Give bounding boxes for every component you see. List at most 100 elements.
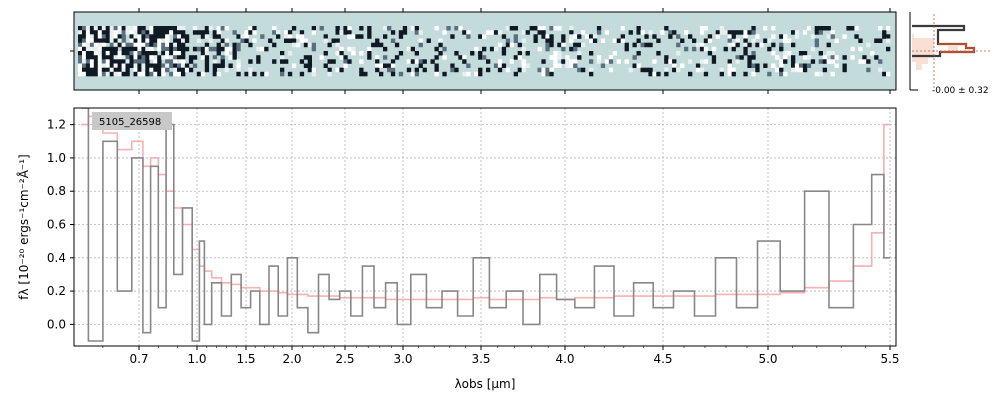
spectrum-2d-pixel [141, 67, 146, 73]
spectrum-2d-pixel [628, 30, 633, 35]
spectrum-2d-pixel [280, 67, 285, 73]
spectrum-2d-pixel [157, 30, 162, 35]
spectrum-2d-pixel [82, 38, 87, 43]
spectrum-2d-pixel [157, 63, 162, 68]
spectrum-2d-pixel [204, 63, 210, 68]
spectrum-2d-pixel [462, 30, 467, 35]
spectrum-2d-pixel [137, 59, 142, 64]
spectrum-2d-pixel [771, 26, 776, 31]
spectrum-2d-pixel [394, 42, 400, 48]
spectrum-2d-pixel [343, 63, 348, 68]
spectrum-2d-pixel [521, 30, 526, 35]
plot-area [74, 108, 896, 346]
spectrum-2d-pixel [699, 26, 705, 31]
spectrum-2d-pixel [489, 30, 495, 35]
spectrum-2d-pixel [541, 71, 546, 77]
spectrum-2d-pixel [117, 42, 122, 48]
spectrum-2d-pixel [735, 38, 740, 43]
spectrum-2d-pixel [117, 34, 122, 39]
spectrum-2d-pixel [359, 26, 364, 31]
spectrum-2d-pixel [284, 30, 289, 35]
x-tick-label: 5.0 [758, 352, 777, 366]
spectrum-2d-pixel [719, 67, 724, 73]
spectrum-2d-pixel [359, 59, 364, 64]
spectrum-2d-pixel [616, 59, 621, 64]
spectrum-2d-pixel [862, 59, 867, 64]
spectrum-2d-pixel [299, 59, 305, 64]
y-tick-label: 0.2 [47, 284, 66, 298]
spectrum-2d-pixel [307, 67, 312, 73]
spectrum-2d-pixel [636, 26, 641, 31]
spectrum-2d-pixel [438, 42, 443, 48]
spectrum-2d-pixel [82, 42, 87, 48]
spectrum-2d-pixel [89, 59, 95, 64]
y-tick-label: 1.0 [47, 151, 66, 165]
spectrum-2d-pixel [430, 59, 435, 64]
spectrum-2d-pixel [751, 26, 756, 31]
spectrum-2d-pixel [78, 55, 83, 60]
spectrum-2d-pixel [307, 59, 312, 64]
spectrum-2d-pixel [735, 59, 740, 64]
spectrum-2d-pixel [82, 67, 87, 73]
spectrum-2d-pixel [133, 51, 138, 56]
spectrum-2d-pixel [695, 67, 701, 73]
spectrum-2d-pixel [545, 42, 550, 48]
spectrum-2d-pixel [569, 59, 574, 64]
spectrum-2d-pixel [648, 42, 653, 48]
spectrum-2d-pixel [105, 67, 110, 73]
spectrum-2d-pixel [561, 34, 566, 39]
spectrum-2d-pixel [228, 46, 233, 52]
spectrum-2d-pixel [596, 30, 602, 35]
spectrum-2d-pixel [216, 63, 221, 68]
spectrum-2d-pixel [438, 38, 443, 43]
spectrum-2d-pixel [557, 55, 562, 60]
spectrum-2d-pixel [117, 26, 122, 31]
spectrum-2d-pixel [109, 34, 114, 39]
spectrum-2d-pixel [307, 42, 312, 48]
spectrum-2d-pixel [173, 67, 178, 73]
spectrum-2d-pixel [153, 42, 158, 48]
x-tick-label: 4.0 [555, 352, 574, 366]
spectrum-2d-pixel [125, 55, 130, 60]
spectrum-2d-pixel [232, 30, 237, 35]
spectrum-2d-pixel [581, 42, 586, 48]
spectrum-2d-pixel [573, 63, 578, 68]
spectrum-2d-pixel [339, 67, 344, 73]
spectrum-2d-pixel [272, 42, 277, 48]
spectrum-2d-pixel [196, 38, 202, 43]
spectrum-2d-pixel [379, 63, 384, 68]
spectrum-2d-pixel [113, 71, 118, 77]
spectrum-2d-pixel [886, 38, 891, 43]
spectrum-2d-pixel [375, 59, 380, 64]
spectrum-2d-pixel [735, 55, 740, 60]
spectrum-2d-pixel [620, 38, 625, 43]
spectrum-2d-pixel [149, 71, 154, 77]
spectrum-2d-pixel [549, 67, 554, 73]
spectrum-2d-pixel [169, 63, 174, 68]
spectrum-2d-pixel [184, 46, 190, 52]
spectrum-2d-pixel [751, 71, 756, 77]
spectrum-2d-pixel [169, 42, 174, 48]
spectrum-2d-pixel [97, 46, 103, 52]
spectrum-2d-pixel [192, 46, 198, 52]
spectrum-2d-pixel [188, 59, 194, 64]
spectrum-2d-pixel [291, 38, 297, 43]
spectrum-2d-pixel [830, 30, 835, 35]
spectrum-2d-pixel [97, 55, 103, 60]
spectrum-2d-pixel [545, 38, 550, 43]
spectrum-2d-pixel [533, 26, 538, 31]
spectrum-2d-pixel [129, 46, 134, 52]
spectrum-2d-pixel [169, 59, 174, 64]
spectrum-2d-pixel [747, 63, 752, 68]
spectrum-2d-pixel [181, 30, 186, 35]
spectrum-2d-pixel [177, 71, 182, 77]
spectrum-2d-pixel [303, 63, 309, 68]
spectrum-2d-pixel [220, 26, 225, 31]
object-label: 5105_26598 [99, 117, 161, 128]
spectrum-2d-pixel [517, 51, 522, 56]
spectrum-2d-pixel [783, 55, 788, 60]
spectrum-2d-pixel [521, 38, 526, 43]
spectrum-2d-pixel [707, 51, 713, 56]
spectrum-2d-pixel [858, 59, 863, 64]
spectrum-2d-pixel [220, 55, 225, 60]
